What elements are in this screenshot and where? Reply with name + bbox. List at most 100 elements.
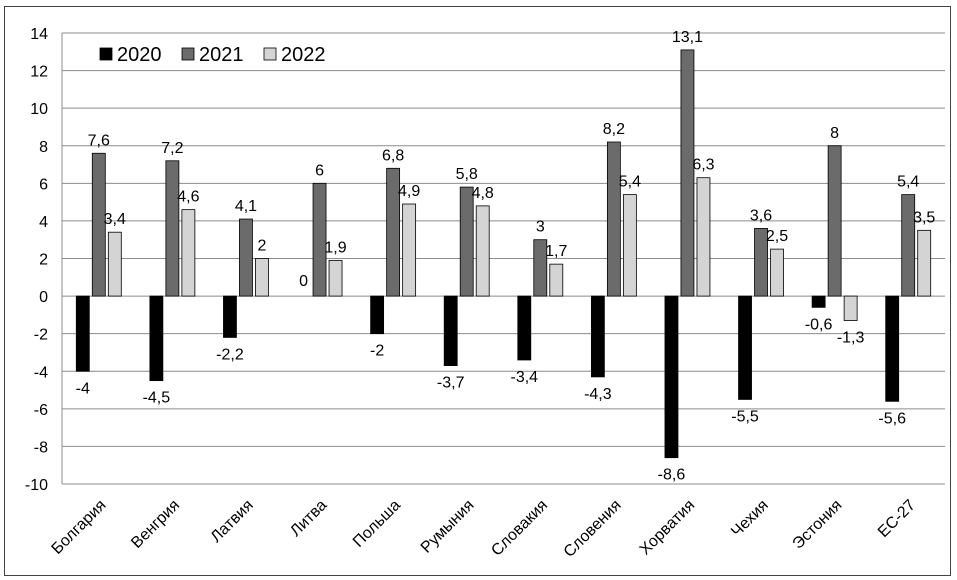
data-label: 2,5 xyxy=(766,228,788,245)
data-label: -4 xyxy=(76,380,90,397)
data-label: 2 xyxy=(258,238,267,255)
data-label: 4,6 xyxy=(177,189,199,206)
legend-swatch-2020 xyxy=(99,47,113,61)
data-label: -2 xyxy=(370,343,384,360)
y-tick-label: 10 xyxy=(30,101,48,118)
bar-2020-6 xyxy=(517,295,532,361)
y-tick-label: -6 xyxy=(34,402,48,419)
data-label: -8,6 xyxy=(658,467,686,484)
y-tick-label: 14 xyxy=(30,26,48,43)
category-label: Латвия xyxy=(208,497,257,546)
data-label: 6 xyxy=(315,162,324,179)
bar-2022-10 xyxy=(843,295,858,321)
data-label: 4,8 xyxy=(472,185,494,202)
y-tick-label: -4 xyxy=(34,364,48,381)
legend-swatch-2021 xyxy=(181,47,195,61)
y-tick-label: -10 xyxy=(25,477,48,494)
data-label: 8,2 xyxy=(603,121,625,138)
y-tick-label: 4 xyxy=(39,214,48,231)
bar-2021-5 xyxy=(459,186,474,297)
data-label: 6,3 xyxy=(692,157,714,174)
data-label: 8 xyxy=(830,125,839,142)
y-tick-label: 12 xyxy=(30,64,48,81)
data-label: 7,6 xyxy=(88,132,110,149)
bar-2020-8 xyxy=(664,295,679,459)
data-label: -5,6 xyxy=(878,410,906,427)
bar-2022-4 xyxy=(402,203,417,297)
data-label: 3,6 xyxy=(750,207,772,224)
legend-label-2020: 2020 xyxy=(117,44,162,66)
data-label: 3,4 xyxy=(104,211,126,228)
bar-2022-9 xyxy=(770,248,784,297)
bar-2022-3 xyxy=(328,259,343,297)
bar-2021-11 xyxy=(901,194,916,297)
data-label: -3,7 xyxy=(437,375,465,392)
category-label: Эстония xyxy=(790,497,846,553)
y-tick-label: -8 xyxy=(34,439,48,456)
bar-2020-9 xyxy=(738,295,752,400)
bar-2020-2 xyxy=(223,295,237,338)
bar-2021-10 xyxy=(827,145,842,297)
bar-2020-0 xyxy=(75,295,90,372)
bar-2021-7 xyxy=(606,141,621,297)
data-label: 7,2 xyxy=(161,140,183,157)
y-tick-label: 8 xyxy=(39,139,48,156)
data-label: 3,5 xyxy=(913,209,935,226)
category-label: Словакия xyxy=(488,497,551,560)
y-tick-label: 6 xyxy=(39,176,48,193)
category-label: ЕС-27 xyxy=(875,497,919,541)
legend-label-2021: 2021 xyxy=(199,44,244,66)
bar-2020-11 xyxy=(885,295,900,402)
bar-2021-8 xyxy=(680,49,695,297)
category-label: Литва xyxy=(287,497,330,540)
bar-2021-3 xyxy=(312,182,327,297)
legend-swatch-2022 xyxy=(263,47,277,61)
data-label: 3 xyxy=(536,219,545,236)
data-label: 4,1 xyxy=(235,198,257,215)
data-label: 0 xyxy=(299,273,308,290)
data-label: -0,6 xyxy=(805,316,833,333)
data-label: -5,5 xyxy=(731,408,759,425)
data-label: -1,3 xyxy=(837,330,865,347)
y-tick-label: 0 xyxy=(39,289,48,306)
bar-2021-1 xyxy=(165,160,180,297)
bar-2021-4 xyxy=(386,167,401,297)
data-label: 5,4 xyxy=(619,174,641,191)
category-label: Румыния xyxy=(418,497,478,557)
data-label: -2,2 xyxy=(216,346,244,363)
bar-2021-6 xyxy=(533,239,548,297)
bar-2022-2 xyxy=(255,258,269,297)
data-label: -3,4 xyxy=(511,369,539,386)
category-label: Словения xyxy=(561,497,625,561)
data-label: 5,4 xyxy=(897,174,919,191)
bar-2022-8 xyxy=(696,177,711,297)
data-label: 13,1 xyxy=(672,29,703,46)
bar-2020-5 xyxy=(443,295,458,367)
bar-2021-9 xyxy=(754,228,768,297)
category-label: Польша xyxy=(350,497,404,551)
data-label: -4,3 xyxy=(584,386,612,403)
data-label: -4,5 xyxy=(143,390,171,407)
y-tick-label: 2 xyxy=(39,252,48,269)
category-label: Хорватия xyxy=(637,497,699,559)
bar-2021-2 xyxy=(239,218,253,297)
bar-2022-1 xyxy=(181,209,196,297)
bar-2020-1 xyxy=(149,295,164,382)
bar-2022-0 xyxy=(107,231,122,297)
category-label: Венгрия xyxy=(128,497,183,552)
y-tick-label: -2 xyxy=(34,327,48,344)
bar-2020-4 xyxy=(370,295,385,335)
bar-2022-7 xyxy=(622,194,637,297)
bar-2021-0 xyxy=(91,152,106,297)
bar-2022-5 xyxy=(475,205,490,297)
legend-label-2022: 2022 xyxy=(281,44,326,66)
bar-2020-10 xyxy=(811,295,826,308)
bar-2022-11 xyxy=(917,229,932,297)
bar-2020-7 xyxy=(590,295,605,378)
data-label: 4,9 xyxy=(398,183,420,200)
category-label: Болгария xyxy=(49,497,110,558)
data-label: 1,9 xyxy=(324,239,346,256)
data-label: 5,8 xyxy=(456,166,478,183)
bar-2022-6 xyxy=(549,263,564,297)
